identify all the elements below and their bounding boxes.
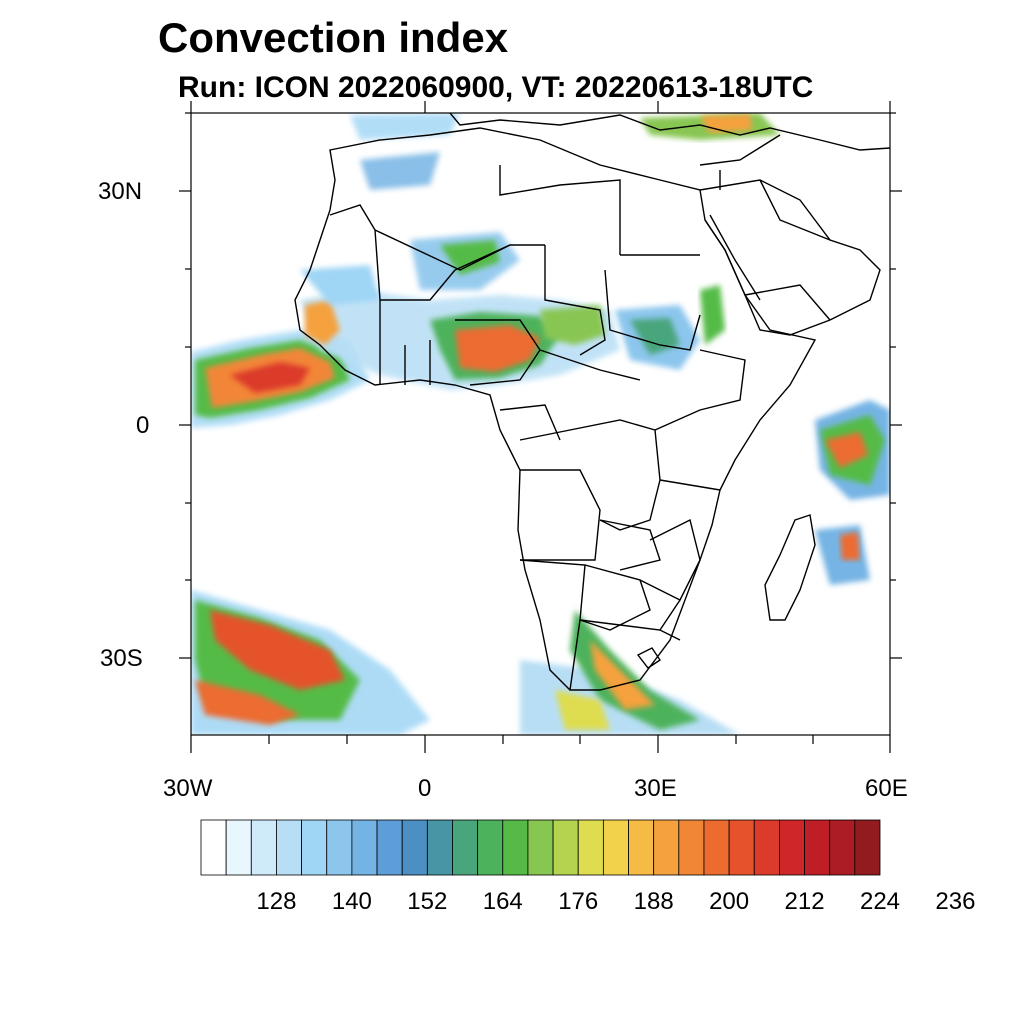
border-car — [539, 349, 641, 381]
colorbar-tick-label: 236 — [935, 888, 976, 915]
field-atlas — [360, 152, 440, 190]
lat-label-30n: 30N — [98, 178, 143, 205]
border-angola — [520, 469, 601, 561]
colorbar-tick-label: 128 — [256, 888, 297, 915]
border-morocco — [329, 204, 381, 301]
colorbar-swatch — [250, 819, 277, 876]
red-sea-inner — [709, 214, 761, 301]
colorbar-tick-label: 152 — [407, 888, 448, 915]
colorbar-swatch — [678, 819, 705, 876]
colorbar-tick-label: 188 — [633, 888, 674, 915]
colorbar-swatch — [602, 819, 629, 876]
border-zimbabwe — [639, 579, 682, 631]
border-gabon-congo — [499, 404, 561, 441]
lat-label-30s: 30S — [100, 645, 143, 672]
map-frame — [190, 112, 891, 736]
lon-label-30e: 30E — [634, 775, 677, 802]
colorbar-tick-label: 164 — [482, 888, 523, 915]
colorbar-swatch — [653, 819, 680, 876]
lat-label-0: 0 — [136, 412, 150, 439]
colorbar-swatch — [854, 819, 881, 876]
colorbar-swatch — [477, 819, 504, 876]
border-chad — [544, 245, 606, 356]
chart-subtitle: Run: ICON 2022060900, VT: 20220613-18UTC — [178, 71, 814, 104]
field-chad-cells — [540, 305, 605, 345]
field-south-atlantic-lower — [195, 680, 300, 725]
lon-label-60e: 60E — [865, 775, 908, 802]
border-east-africa — [654, 349, 746, 431]
border-mali — [380, 269, 456, 301]
border-drc — [519, 419, 661, 531]
colorbar-swatch — [502, 819, 529, 876]
colorbar-swatch — [301, 819, 328, 876]
field-indian-ocean-core — [825, 432, 868, 468]
field-madagascar-core — [840, 532, 860, 560]
arabia-outline — [699, 179, 881, 336]
field-south-atlantic-core — [210, 610, 345, 690]
colorbar-swatch — [728, 819, 755, 876]
border-libya — [499, 165, 621, 255]
colorbar — [200, 819, 881, 876]
europe-coast — [449, 113, 890, 151]
lon-label-30w: 30W — [163, 775, 213, 802]
field-med-outer — [350, 113, 460, 140]
colorbar-swatch — [326, 819, 353, 876]
border-namibia — [519, 559, 586, 691]
colorbar-swatch — [200, 819, 227, 876]
colorbar-swatch — [779, 819, 805, 876]
colorbar-swatch — [753, 819, 780, 876]
field-sahel-core — [455, 325, 540, 372]
field-ethiopia-cells — [700, 285, 725, 345]
colorbar-swatch — [527, 819, 554, 876]
middle-east-border — [699, 134, 781, 190]
colorbar-swatch — [703, 819, 730, 876]
convection-field — [191, 113, 890, 735]
colorbar-tick-label: 140 — [331, 888, 372, 915]
border-south-africa — [579, 619, 681, 641]
colorbar-swatch — [351, 819, 378, 876]
colorbar-swatch — [829, 819, 856, 876]
colorbar-swatch — [276, 819, 302, 876]
colorbar-swatch — [552, 819, 579, 876]
field-cape-core — [555, 690, 610, 730]
border-zambia — [599, 519, 661, 571]
madagascar-outline — [764, 514, 816, 621]
border-botswana — [579, 564, 651, 631]
border-niger — [454, 244, 511, 271]
colorbar-swatch — [577, 819, 604, 876]
colorbar-swatch — [401, 819, 428, 876]
lesotho-outline — [636, 647, 661, 669]
africa-coastline — [294, 127, 817, 691]
field-algeria-green — [440, 240, 500, 275]
border-algeria — [374, 229, 545, 271]
colorbar-tick-label: 224 — [859, 888, 901, 915]
colorbar-swatch — [804, 819, 831, 876]
field-atlantic-band-max — [230, 362, 310, 393]
border-west-africa — [379, 300, 431, 385]
colorbar-tick-label: 200 — [709, 888, 750, 915]
border-sudan — [604, 269, 701, 351]
field-guinea-core — [305, 300, 340, 345]
field-mauritania — [300, 265, 380, 305]
border-arabia-interior — [744, 179, 831, 321]
colorbar-swatch — [225, 819, 252, 876]
country-borders — [294, 113, 890, 691]
colorbar-swatch — [628, 819, 655, 876]
lon-label-0: 0 — [418, 775, 432, 802]
border-tanzania — [659, 479, 721, 491]
field-south-africa-band — [570, 610, 700, 730]
colorbar-tick-label: 212 — [784, 888, 825, 915]
colorbar-swatch — [376, 819, 403, 876]
field-south-africa-core — [590, 640, 655, 710]
chart-title: Convection index — [158, 14, 509, 61]
colorbar-swatch — [452, 819, 479, 876]
border-mozambique — [649, 518, 701, 601]
colorbar-tick-label: 176 — [558, 888, 599, 915]
axis-ticks — [179, 101, 902, 753]
colorbar-swatch — [426, 819, 453, 876]
